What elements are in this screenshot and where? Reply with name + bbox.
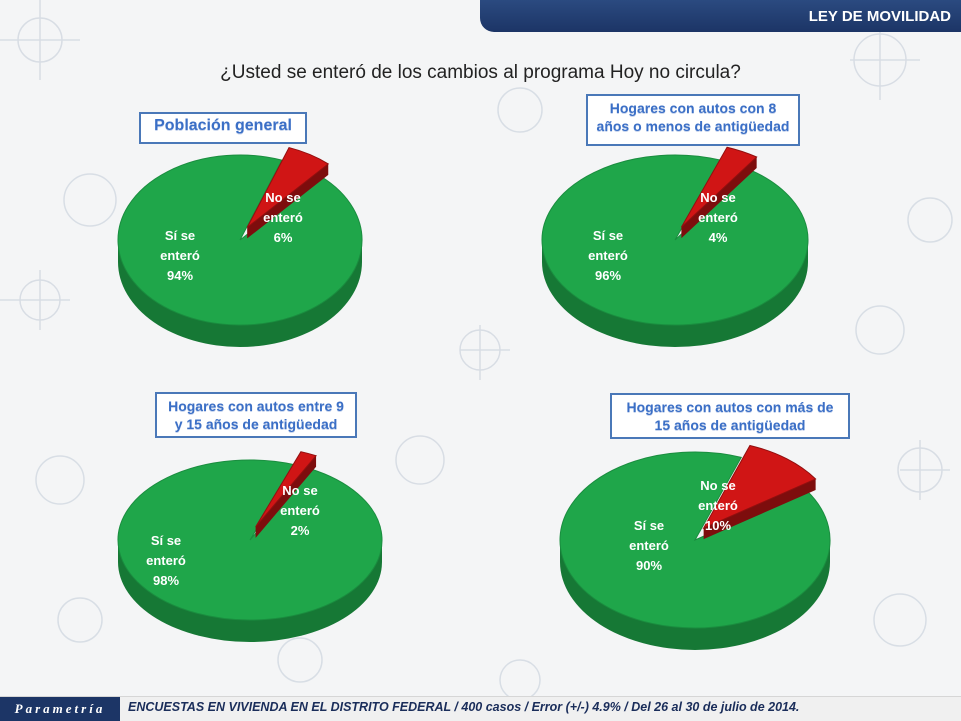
- data-label-yes: Sí se enteró 96%: [588, 228, 628, 283]
- data-label-no: No se enteró 2%: [280, 483, 320, 538]
- chart-title-8-years: Hogares con autos con 8 años o menos de …: [586, 94, 800, 146]
- data-label-no: No se enteró 6%: [263, 190, 303, 245]
- section-title: LEY DE MOVILIDAD: [808, 7, 951, 25]
- pie-slice-no: [246, 146, 330, 228]
- pie-slice-no: [255, 451, 317, 528]
- pie-side-yes: [542, 240, 808, 347]
- data-label-no: No se enteró 4%: [698, 190, 738, 245]
- data-label-no: No se enteró 10%: [698, 478, 738, 533]
- pie-chart-9-15-years: Sí se enteró 98% No se enteró 2%: [117, 451, 383, 642]
- pie-side-no: [255, 455, 317, 538]
- footer-note: ENCUESTAS EN VIVIENDA EN EL DISTRITO FED…: [128, 700, 800, 714]
- chart-title-general: Población general: [139, 112, 307, 144]
- brand-logo: Parametría: [0, 697, 120, 721]
- pie-chart-15-plus-years: Sí se enteró 90% No se enteró 10%: [559, 444, 831, 650]
- pie-slice-yes: [559, 451, 831, 629]
- pie-side-no: [247, 163, 329, 239]
- pie-side-yes: [560, 540, 830, 650]
- pie-slice-yes: [541, 154, 809, 326]
- chart-title-15-plus-years: Hogares con autos con más de 15 años de …: [610, 393, 850, 439]
- data-label-yes: Sí se enteró 98%: [146, 533, 186, 588]
- pie-chart-general: Sí se enteró 94% No se enteró 6%: [117, 146, 363, 347]
- pie-side-yes: [118, 240, 362, 347]
- pie-side-yes: [118, 540, 382, 642]
- pie-slice-no: [702, 444, 817, 530]
- pie-side-no: [681, 157, 757, 239]
- pie-slice-yes: [117, 459, 383, 621]
- pie-slice-yes: [117, 154, 363, 326]
- pie-side-no: [703, 478, 816, 540]
- survey-question: ¿Usted se enteró de los cambios al progr…: [220, 62, 741, 83]
- chart-title-9-15-years: Hogares con autos entre 9 y 15 años de a…: [155, 392, 357, 438]
- footer-bar: Parametría ENCUESTAS EN VIVIENDA EN EL D…: [0, 696, 961, 721]
- section-header: LEY DE MOVILIDAD: [480, 0, 961, 32]
- data-label-yes: Sí se enteró 90%: [629, 518, 669, 573]
- pie-chart-8-years: Sí se enteró 96% No se enteró 4%: [541, 146, 809, 347]
- data-label-yes: Sí se enteró 94%: [160, 228, 200, 283]
- pie-slice-no: [680, 146, 758, 228]
